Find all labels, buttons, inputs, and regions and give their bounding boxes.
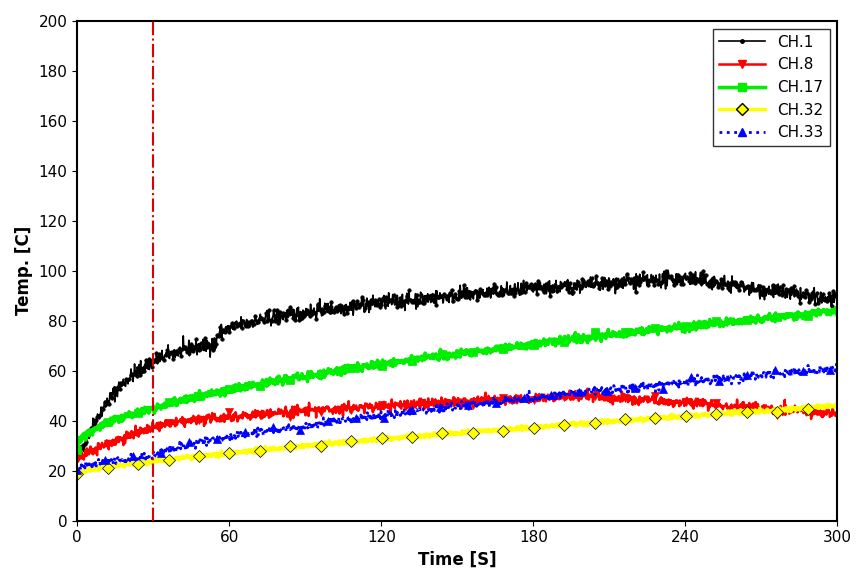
CH.8 — [583, 385, 593, 392]
Line: CH.17: CH.17 — [73, 304, 842, 454]
CH.33 — [505, 400, 515, 407]
CH.32 — [395, 433, 406, 440]
CH.32 — [425, 432, 435, 439]
X-axis label: Time [S]: Time [S] — [418, 551, 497, 569]
CH.33 — [72, 467, 82, 474]
CH.8 — [72, 456, 82, 463]
Line: CH.1: CH.1 — [75, 269, 839, 462]
CH.8 — [73, 458, 83, 465]
CH.8 — [162, 418, 173, 425]
CH.32 — [162, 456, 173, 463]
CH.8 — [411, 401, 421, 408]
CH.17 — [72, 446, 82, 453]
CH.17 — [410, 354, 420, 361]
CH.1 — [411, 305, 421, 312]
Line: CH.33: CH.33 — [73, 360, 842, 475]
CH.32 — [411, 434, 421, 441]
CH.17 — [162, 402, 173, 409]
CH.17 — [831, 304, 841, 311]
CH.33 — [410, 408, 420, 415]
CH.33 — [394, 409, 405, 416]
Y-axis label: Temp. [C]: Temp. [C] — [15, 226, 33, 315]
CH.1 — [162, 353, 173, 360]
CH.33 — [131, 453, 141, 460]
CH.33 — [832, 365, 843, 372]
Legend: CH.1, CH.8, CH.17, CH.32, CH.33: CH.1, CH.8, CH.17, CH.32, CH.33 — [714, 29, 830, 147]
CH.32 — [505, 426, 516, 433]
CH.17 — [424, 352, 434, 359]
CH.1 — [395, 297, 406, 304]
Line: CH.32: CH.32 — [73, 400, 842, 478]
CH.33 — [831, 361, 842, 368]
CH.1 — [72, 456, 82, 463]
CH.17 — [394, 359, 405, 366]
CH.1 — [505, 282, 516, 289]
CH.8 — [132, 432, 142, 439]
CH.32 — [824, 401, 834, 408]
CH.8 — [395, 398, 406, 405]
CH.8 — [832, 410, 843, 417]
CH.32 — [73, 471, 83, 478]
CH.32 — [132, 463, 142, 470]
CH.33 — [162, 449, 173, 456]
CH.1 — [73, 457, 83, 464]
CH.8 — [425, 402, 435, 409]
CH.8 — [505, 392, 516, 399]
CH.32 — [832, 404, 843, 411]
CH.17 — [131, 409, 141, 416]
CH.17 — [505, 346, 515, 353]
CH.1 — [132, 373, 142, 380]
CH.1 — [663, 267, 674, 274]
CH.33 — [424, 405, 434, 412]
CH.1 — [425, 296, 435, 303]
Line: CH.8: CH.8 — [73, 384, 842, 465]
CH.1 — [832, 295, 843, 302]
CH.32 — [72, 471, 82, 478]
CH.17 — [832, 310, 843, 317]
